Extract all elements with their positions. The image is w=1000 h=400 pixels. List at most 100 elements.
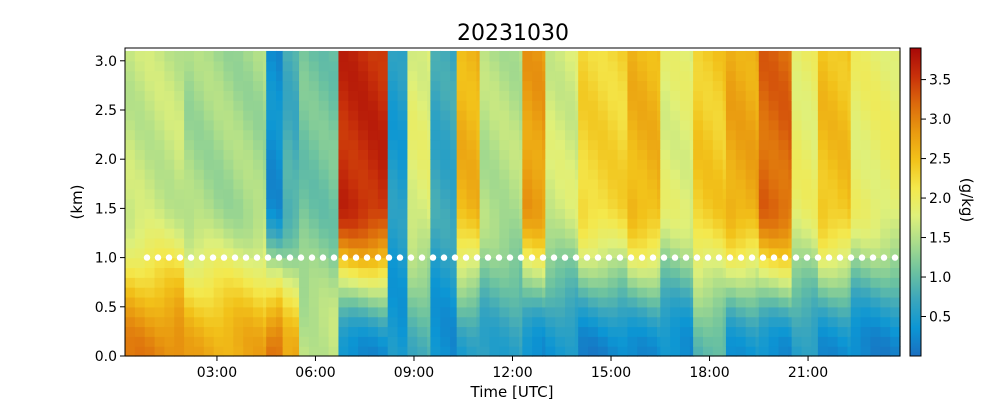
heatmap-cell (203, 80, 215, 91)
heatmap-cell (450, 159, 458, 170)
heatmap-cell (328, 100, 340, 111)
heatmap-cell (164, 267, 175, 278)
heatmap-cell (647, 60, 658, 72)
colorbar-tick-label: 1.5 (929, 231, 951, 247)
heatmap-cell (299, 287, 310, 298)
heatmap-cell (712, 247, 724, 259)
heatmap-cell (890, 100, 901, 111)
x-tick-label: 21:00 (788, 365, 828, 381)
heatmap-cell (509, 336, 520, 347)
heatmap-cell (627, 267, 638, 278)
heatmap-cell (509, 169, 520, 180)
heatmap-cell (253, 267, 264, 278)
heatmap-cell (880, 336, 891, 347)
heatmap-cell (299, 90, 310, 101)
overlay-marker (462, 254, 470, 261)
heatmap-cell (588, 50, 599, 62)
heatmap-cell (627, 208, 638, 219)
heatmap-cell (203, 218, 215, 229)
heatmap-cell (509, 139, 520, 150)
heatmap-cell (203, 139, 215, 150)
heatmap-cell (725, 198, 737, 209)
heatmap-cell (299, 80, 310, 91)
heatmap-cell (817, 60, 829, 72)
heatmap-cell (758, 169, 770, 180)
heatmap-cell (318, 198, 330, 209)
heatmap-cell (203, 208, 215, 219)
overlay-marker (572, 254, 580, 261)
heatmap-cell (768, 60, 780, 72)
heatmap-cell (778, 70, 789, 82)
heatmap-cell (213, 60, 225, 72)
heatmap-cell (440, 218, 451, 229)
heatmap-cell (542, 149, 546, 160)
heatmap-cell (850, 188, 862, 200)
heatmap-cell (266, 228, 277, 239)
heatmap-cell (880, 100, 891, 111)
heatmap-cell (308, 237, 320, 249)
heatmap-cell (679, 247, 691, 259)
heatmap-cell (712, 287, 724, 298)
heatmap-cell (542, 60, 546, 72)
heatmap-cell (282, 287, 294, 298)
x-tick-label: 12:00 (492, 365, 532, 381)
heatmap-cell (607, 326, 619, 337)
heatmap-cell (450, 90, 458, 101)
heatmap-cell (368, 326, 379, 337)
heatmap-cell (282, 306, 294, 318)
heatmap-cell (656, 267, 661, 278)
heatmap-cell (847, 119, 852, 131)
overlay-marker (517, 254, 525, 261)
heatmap-cell (712, 129, 724, 141)
heatmap-cell (253, 80, 264, 91)
heatmap-cell (788, 326, 793, 337)
heatmap-cell (387, 70, 399, 82)
heatmap-cell (627, 129, 638, 141)
heatmap-cell (637, 159, 648, 170)
heatmap-cell (588, 60, 599, 72)
heatmap-cell (387, 178, 399, 190)
heatmap-cell (308, 277, 320, 288)
heatmap-cell (328, 129, 340, 141)
heatmap-cell (827, 139, 839, 150)
heatmap-cell (476, 129, 481, 141)
heatmap-cell (243, 169, 254, 180)
heatmap-cell (134, 109, 146, 121)
heatmap-cell (545, 237, 556, 249)
heatmap-cell (519, 336, 523, 347)
heatmap-cell (193, 149, 205, 160)
y-tick-label: 0.0 (95, 349, 117, 365)
heatmap-cell (476, 159, 481, 170)
heatmap-cell (417, 139, 428, 150)
heatmap-cell (647, 237, 658, 249)
heatmap-cell (522, 267, 533, 278)
heatmap-cell (890, 60, 901, 72)
heatmap-cell (722, 257, 727, 269)
heatmap-cell (617, 296, 629, 308)
heatmap-cell (338, 60, 349, 72)
heatmap-cell (262, 80, 267, 91)
heatmap-cell (670, 257, 681, 269)
heatmap-cell (689, 119, 694, 131)
heatmap-cell (338, 247, 349, 259)
heatmap-cell (368, 287, 379, 298)
heatmap-cell (489, 188, 500, 200)
heatmap-cell (817, 159, 829, 170)
heatmap-cell (755, 149, 760, 160)
heatmap-cell (565, 109, 576, 121)
heatmap-cell (617, 129, 629, 141)
heatmap-cell (266, 60, 277, 72)
heatmap-cell (565, 218, 576, 229)
heatmap-cell (125, 257, 136, 269)
heatmap-cell (745, 100, 757, 111)
heatmap-cell (627, 237, 638, 249)
heatmap-cell (318, 218, 330, 229)
heatmap-cell (213, 218, 225, 229)
heatmap-cell (574, 60, 579, 72)
heatmap-cell (827, 267, 839, 278)
heatmap-cell (262, 188, 267, 200)
heatmap-cell (758, 287, 770, 298)
heatmap-cell (262, 169, 267, 180)
heatmap-cell (358, 50, 369, 62)
heatmap-cell (184, 228, 195, 239)
